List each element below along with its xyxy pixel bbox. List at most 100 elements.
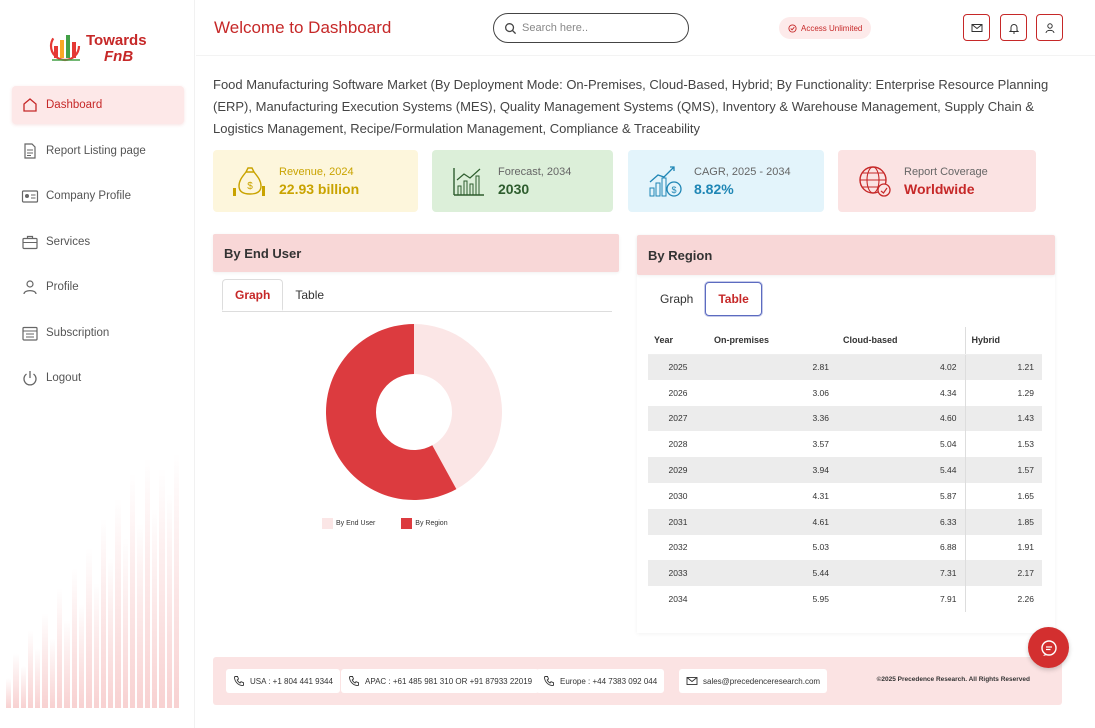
phone-icon (349, 676, 359, 687)
sidebar-item-company-profile[interactable]: Company Profile (12, 177, 184, 215)
stat-value: 2030 (498, 180, 530, 197)
chat-icon (1040, 639, 1057, 656)
table-cell: 3.57 (708, 431, 837, 458)
donut-slice-by-end-user[interactable] (414, 324, 502, 490)
sidebar-item-report-listing[interactable]: Report Listing page (12, 132, 184, 170)
table-cell: 5.95 (708, 586, 837, 612)
table-cell: 2.81 (708, 354, 837, 380)
table-cell: 1.53 (964, 431, 1042, 458)
home-icon (23, 98, 37, 112)
sidebar-item-label: Company Profile (46, 190, 132, 202)
stat-label: Revenue, 2024 (279, 165, 354, 178)
column-header: Hybrid (964, 327, 1042, 355)
table-cell: 3.94 (708, 457, 837, 483)
contact-email[interactable]: sales@precedenceresearch.com (679, 669, 828, 693)
decorative-bar (71, 568, 77, 708)
table-cell: 2028 (648, 431, 708, 458)
stat-value: 22.93 billion (279, 180, 360, 197)
table-cell: 4.31 (708, 482, 837, 509)
briefcase-icon (22, 235, 38, 249)
decorative-bar (49, 638, 56, 708)
table-row: 2025 2.81 4.02 1.21 (648, 354, 1042, 380)
decorative-bar (100, 518, 107, 708)
search-input[interactable] (522, 22, 672, 34)
legend-item[interactable]: By End User (322, 518, 375, 529)
tab-graph[interactable]: Graph (222, 279, 284, 311)
table-cell: 1.65 (964, 482, 1042, 509)
table-row: 2034 5.95 7.91 2.26 (648, 586, 1042, 612)
logo-icon (49, 30, 81, 62)
chat-button[interactable] (1028, 627, 1069, 668)
sidebar-decoration (0, 448, 185, 708)
sidebar-item-services[interactable]: Services (12, 223, 184, 261)
mail-button[interactable] (963, 14, 990, 41)
table-cell: 6.33 (837, 508, 965, 535)
contact-usa[interactable]: USA : +1 804 441 9344 (226, 669, 340, 693)
decorative-bar (6, 678, 12, 708)
access-badge: Access Unlimited (779, 17, 872, 39)
chart-legend: By End User By Region (322, 518, 448, 529)
decorative-bar (35, 648, 41, 708)
user-account-button[interactable] (1036, 14, 1063, 41)
stat-value: Worldwide (904, 180, 975, 197)
sidebar-item-logout[interactable]: Logout (12, 359, 184, 397)
panel-title: By Region (637, 235, 1055, 275)
table-cell: 7.91 (837, 586, 965, 612)
stat-label: Report Coverage (904, 165, 988, 178)
column-header: Cloud-based (837, 327, 965, 355)
tab-graph[interactable]: Graph (660, 292, 694, 306)
decorative-bar (108, 558, 114, 708)
table-cell: 2033 (648, 560, 708, 587)
table-row: 2026 3.06 4.34 1.29 (648, 379, 1042, 406)
notification-button[interactable] (1000, 14, 1027, 41)
tab-table[interactable]: Table (295, 288, 325, 302)
contact-text: APAC : +61 485 981 310 OR +91 87933 2201… (365, 676, 533, 686)
growth-icon: $ (649, 166, 682, 197)
sidebar-item-subscription[interactable]: Subscription (12, 314, 184, 352)
decorative-bar (130, 473, 136, 708)
donut-slice-by-region[interactable] (326, 324, 457, 500)
bell-icon (1008, 23, 1019, 33)
decorative-bar (27, 630, 34, 708)
table-cell: 5.04 (837, 431, 965, 458)
end-user-tabs: Graph Table (222, 279, 612, 312)
decorative-bar (173, 453, 180, 708)
table-cell: 4.02 (837, 354, 965, 380)
contact-apac[interactable]: APAC : +61 485 981 310 OR +91 87933 2201… (341, 669, 540, 693)
table-row: 2029 3.94 5.44 1.57 (648, 457, 1042, 483)
contact-europe[interactable]: Europe : +44 7383 092 044 (536, 669, 665, 693)
phone-icon (544, 676, 554, 687)
tab-table[interactable]: Table (705, 282, 762, 316)
brand-name-line2: FnB (104, 48, 134, 65)
sidebar: Towards FnB Dashboard Report Listing pag… (0, 0, 195, 728)
sidebar-item-dashboard[interactable]: Dashboard (12, 86, 184, 124)
report-title: Food Manufacturing Software Market (By D… (213, 77, 1049, 136)
decorative-bar (78, 604, 85, 708)
footer: USA : +1 804 441 9344 APAC : +61 485 981… (213, 657, 1062, 705)
decorative-bar (57, 588, 63, 708)
table-row: 2027 3.36 4.60 1.43 (648, 405, 1042, 432)
table-cell: 1.91 (964, 534, 1042, 561)
calendar-icon (22, 326, 38, 341)
sidebar-item-profile[interactable]: Profile (12, 268, 184, 306)
table-row: 2030 4.31 5.87 1.65 (648, 482, 1042, 509)
decorative-bar (86, 548, 92, 708)
table-cell: 1.21 (964, 354, 1042, 380)
decorative-bar (122, 538, 129, 708)
search-bar[interactable] (493, 13, 689, 43)
table-cell: 5.44 (837, 457, 965, 483)
table-row: 2031 4.61 6.33 1.85 (648, 508, 1042, 535)
sidebar-item-label: Subscription (46, 326, 110, 339)
table-cell: 1.57 (964, 457, 1042, 483)
table-cell: 3.36 (708, 405, 837, 432)
stat-label: CAGR, 2025 - 2034 (694, 165, 791, 178)
mail-icon (686, 677, 698, 685)
copyright: ©2025 Precedence Research. All Rights Re… (876, 676, 1030, 683)
legend-item[interactable]: By Region (401, 518, 448, 529)
table-cell: 5.87 (837, 482, 965, 509)
page-title: Welcome to Dashboard (214, 18, 392, 37)
region-tabs: Graph Table (648, 282, 762, 316)
sidebar-item-label: Services (46, 235, 91, 248)
top-header: Welcome to Dashboard Access Unlimited (196, 0, 1095, 56)
decorative-bar (159, 468, 165, 708)
